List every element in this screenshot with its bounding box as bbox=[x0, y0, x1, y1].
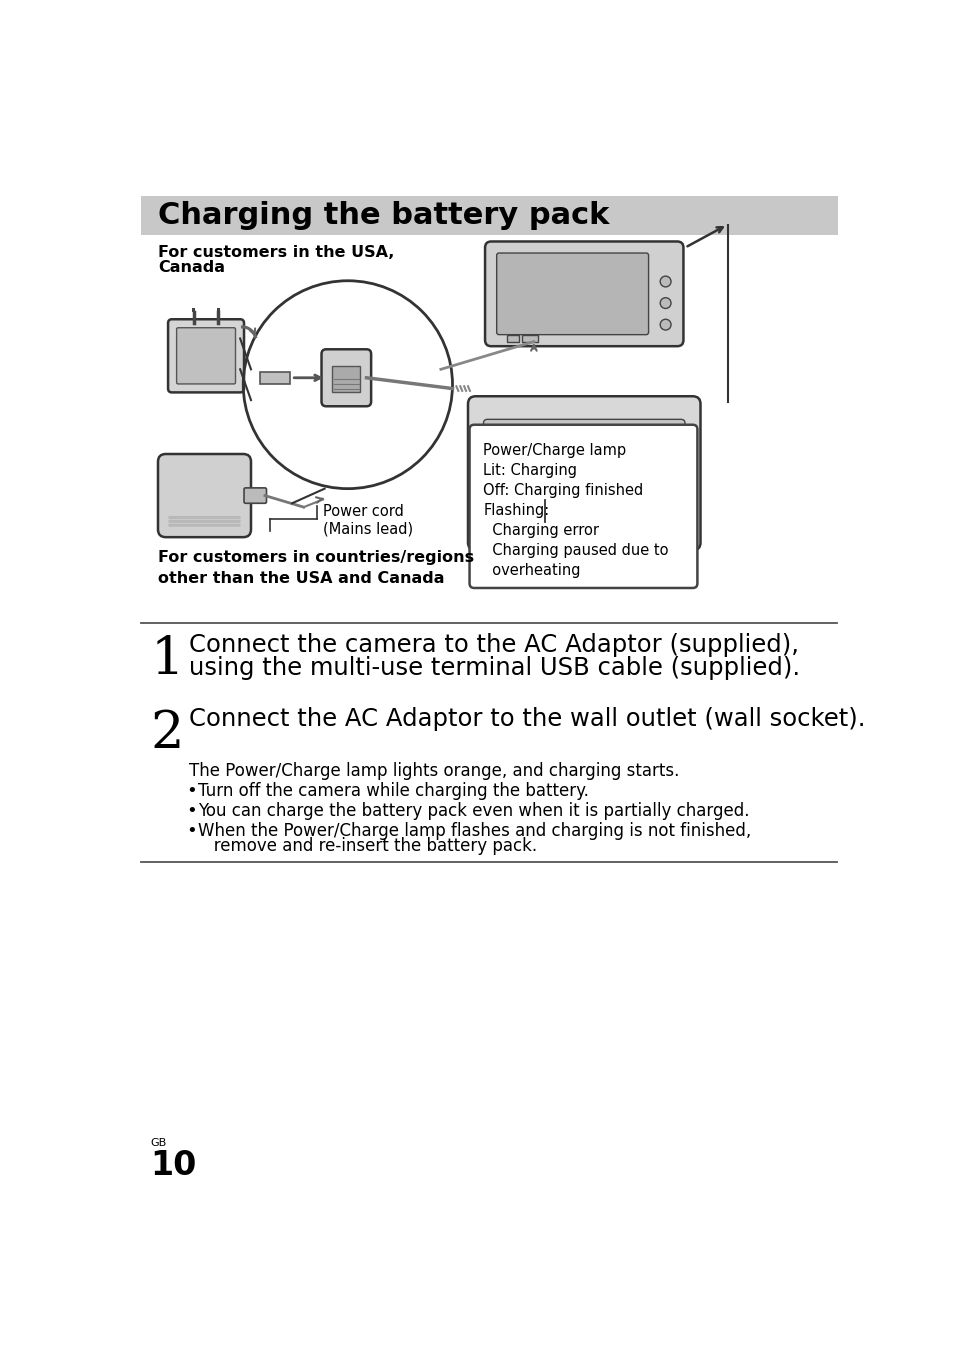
Bar bbox=[141, 196, 838, 234]
Text: 2: 2 bbox=[150, 707, 184, 759]
Text: •: • bbox=[187, 822, 197, 841]
FancyBboxPatch shape bbox=[483, 420, 684, 535]
Text: 1: 1 bbox=[150, 635, 184, 685]
Text: GB: GB bbox=[150, 1138, 167, 1147]
Text: Off: Charging finished: Off: Charging finished bbox=[483, 483, 643, 498]
Text: Charging the battery pack: Charging the battery pack bbox=[158, 200, 609, 230]
FancyBboxPatch shape bbox=[469, 425, 697, 588]
FancyBboxPatch shape bbox=[497, 253, 648, 335]
Text: •: • bbox=[187, 781, 197, 800]
FancyBboxPatch shape bbox=[468, 397, 700, 550]
FancyBboxPatch shape bbox=[158, 455, 251, 537]
Text: Lit: Charging: Lit: Charging bbox=[483, 463, 577, 479]
Text: The Power/Charge lamp lights orange, and charging starts.: The Power/Charge lamp lights orange, and… bbox=[189, 763, 679, 780]
Text: Connect the AC Adaptor to the wall outlet (wall socket).: Connect the AC Adaptor to the wall outle… bbox=[189, 706, 864, 730]
Bar bbox=[506, 335, 518, 342]
Text: Canada: Canada bbox=[158, 260, 225, 274]
Text: overheating: overheating bbox=[483, 564, 580, 578]
FancyBboxPatch shape bbox=[169, 523, 240, 527]
Circle shape bbox=[659, 319, 670, 330]
Text: •: • bbox=[187, 802, 197, 820]
FancyBboxPatch shape bbox=[168, 319, 244, 393]
FancyBboxPatch shape bbox=[176, 328, 235, 383]
FancyBboxPatch shape bbox=[484, 242, 682, 346]
Text: Charging error: Charging error bbox=[483, 523, 598, 538]
Text: Connect the camera to the AC Adaptor (supplied),: Connect the camera to the AC Adaptor (su… bbox=[189, 632, 799, 656]
Circle shape bbox=[666, 459, 679, 472]
Circle shape bbox=[659, 297, 670, 308]
Text: For customers in the USA,: For customers in the USA, bbox=[158, 245, 394, 260]
Bar bbox=[216, 308, 220, 312]
Bar bbox=[332, 366, 360, 393]
FancyBboxPatch shape bbox=[169, 519, 240, 523]
Text: Flashing:: Flashing: bbox=[483, 503, 549, 518]
Text: 10: 10 bbox=[150, 1150, 196, 1182]
Bar bbox=[192, 308, 195, 312]
FancyBboxPatch shape bbox=[321, 350, 371, 406]
Bar bbox=[260, 371, 290, 383]
FancyBboxPatch shape bbox=[663, 477, 682, 490]
Text: Power/Charge lamp: Power/Charge lamp bbox=[483, 444, 626, 459]
Text: using the multi-use terminal USB cable (supplied).: using the multi-use terminal USB cable (… bbox=[189, 656, 800, 679]
Text: When the Power/Charge lamp flashes and charging is not finished,: When the Power/Charge lamp flashes and c… bbox=[198, 822, 751, 841]
Bar bbox=[521, 335, 537, 342]
FancyBboxPatch shape bbox=[169, 516, 240, 519]
Text: For customers in countries/regions
other than the USA and Canada: For customers in countries/regions other… bbox=[158, 550, 474, 586]
Circle shape bbox=[542, 519, 548, 525]
Circle shape bbox=[659, 276, 670, 286]
Text: Charging paused due to: Charging paused due to bbox=[483, 543, 668, 558]
FancyBboxPatch shape bbox=[244, 488, 266, 503]
Text: Power cord
(Mains lead): Power cord (Mains lead) bbox=[323, 504, 413, 537]
Text: Turn off the camera while charging the battery.: Turn off the camera while charging the b… bbox=[198, 781, 589, 800]
Text: You can charge the battery pack even when it is partially charged.: You can charge the battery pack even whe… bbox=[198, 802, 749, 820]
Text: remove and re-insert the battery pack.: remove and re-insert the battery pack. bbox=[198, 838, 537, 855]
